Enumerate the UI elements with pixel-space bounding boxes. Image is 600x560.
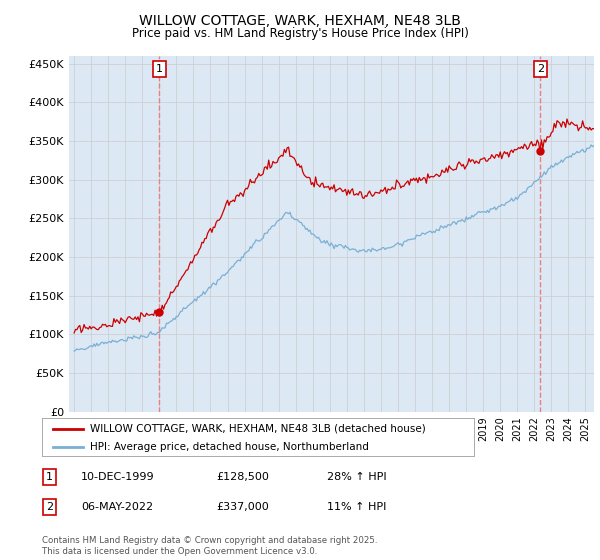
Text: WILLOW COTTAGE, WARK, HEXHAM, NE48 3LB: WILLOW COTTAGE, WARK, HEXHAM, NE48 3LB <box>139 14 461 28</box>
Text: 11% ↑ HPI: 11% ↑ HPI <box>327 502 386 512</box>
Text: HPI: Average price, detached house, Northumberland: HPI: Average price, detached house, Nort… <box>89 442 368 452</box>
Text: 06-MAY-2022: 06-MAY-2022 <box>81 502 153 512</box>
Text: Price paid vs. HM Land Registry's House Price Index (HPI): Price paid vs. HM Land Registry's House … <box>131 27 469 40</box>
Text: £337,000: £337,000 <box>216 502 269 512</box>
Text: 2: 2 <box>46 502 53 512</box>
Text: WILLOW COTTAGE, WARK, HEXHAM, NE48 3LB (detached house): WILLOW COTTAGE, WARK, HEXHAM, NE48 3LB (… <box>89 424 425 434</box>
Text: Contains HM Land Registry data © Crown copyright and database right 2025.
This d: Contains HM Land Registry data © Crown c… <box>42 536 377 556</box>
Text: 1: 1 <box>156 64 163 74</box>
Text: 1: 1 <box>46 472 53 482</box>
Text: 2: 2 <box>537 64 544 74</box>
Text: £128,500: £128,500 <box>216 472 269 482</box>
Text: 10-DEC-1999: 10-DEC-1999 <box>81 472 155 482</box>
Text: 28% ↑ HPI: 28% ↑ HPI <box>327 472 386 482</box>
